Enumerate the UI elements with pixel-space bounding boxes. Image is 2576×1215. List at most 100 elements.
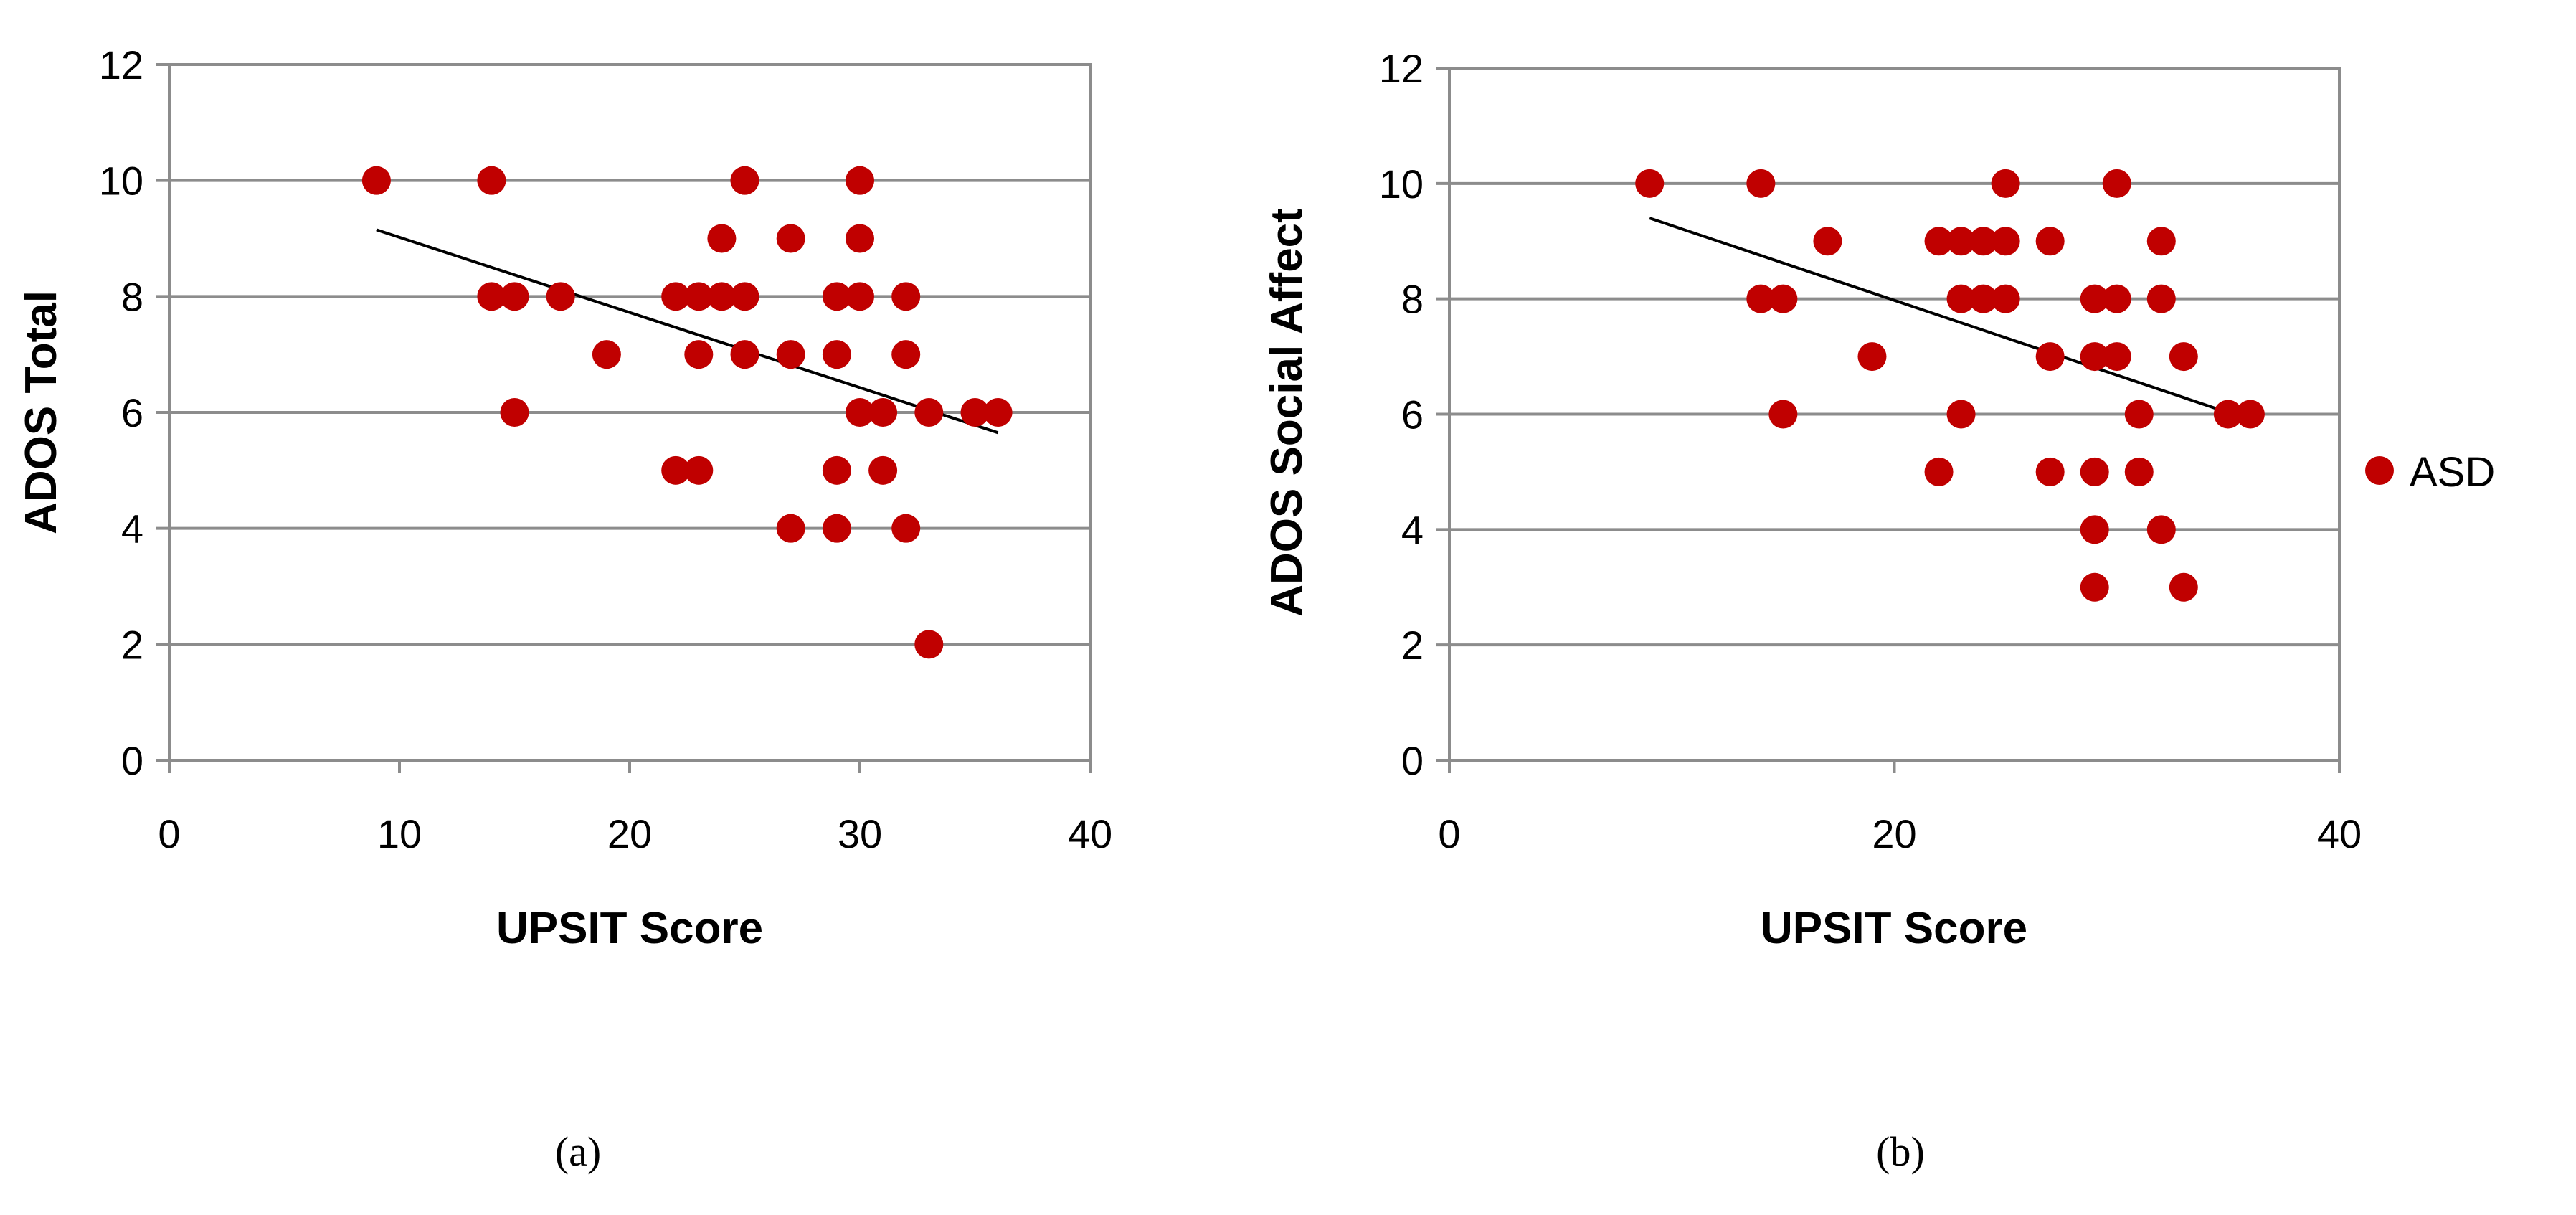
data-point-a-20 (822, 282, 851, 311)
data-point-a-19 (776, 514, 805, 543)
data-point-a-22 (822, 455, 851, 485)
y-ticks-b: 0 2 4 6 8 10 12 (1379, 46, 1449, 783)
data-point-a-6 (592, 340, 621, 369)
legend-label: ASD (2410, 449, 2495, 496)
data-point-a-36 (983, 398, 1013, 427)
legend: ASD (2365, 449, 2495, 496)
data-point-b-11 (1946, 400, 1976, 429)
trendline-group-b (1649, 217, 2251, 422)
caption-b: (b) (1876, 1128, 1925, 1175)
y-tick-label-b-10: 10 (1379, 161, 1424, 207)
data-point-a-16 (730, 340, 759, 369)
data-point-a-29 (868, 455, 898, 485)
data-point-a-11 (684, 455, 714, 485)
data-point-a-32 (891, 514, 921, 543)
data-point-a-3 (500, 282, 529, 311)
x-tick-label-a-20: 20 (607, 811, 652, 856)
data-point-b-23 (2080, 515, 2109, 544)
data-point-b-35 (2213, 400, 2243, 429)
chart-a: 0 10 20 30 40 0 2 4 6 8 10 12 UPSIT Score ADOS Tot… (16, 42, 1112, 1175)
data-point-b-3 (1768, 284, 1798, 313)
chart-b: 0 20 40 0 2 4 6 8 10 12 UPSIT Score ADOS Social … (1262, 46, 2362, 1175)
data-point-a-2 (477, 282, 506, 311)
trendline-b (1649, 217, 2251, 422)
y-tick-label-a-4: 4 (121, 506, 143, 552)
x-tick-label-b-20: 20 (1872, 811, 1916, 856)
data-point-b-21 (2080, 342, 2109, 372)
x-ticks-a: 0 10 20 30 40 (158, 760, 1112, 856)
data-point-b-4 (1768, 400, 1798, 429)
y-tick-label-a-10: 10 (99, 159, 143, 204)
y-tick-label-b-4: 4 (1401, 507, 1424, 552)
data-point-b-8 (1924, 457, 1954, 486)
data-point-a-14 (730, 166, 759, 195)
data-point-b-24 (2080, 572, 2109, 602)
data-point-a-12 (707, 224, 737, 253)
data-point-b-14 (1991, 169, 2020, 198)
data-point-a-4 (500, 398, 529, 427)
data-point-a-24 (846, 166, 874, 195)
data-point-b-10 (1946, 284, 1976, 313)
data-point-b-27 (2102, 342, 2131, 372)
data-point-a-34 (914, 630, 944, 659)
data-point-a-28 (868, 398, 898, 427)
data-point-a-5 (546, 282, 575, 311)
data-point-b-31 (2146, 284, 2176, 313)
data-point-a-25 (846, 224, 874, 253)
data-point-b-32 (2146, 515, 2176, 544)
data-point-a-21 (822, 340, 851, 369)
data-point-b-22 (2080, 457, 2109, 486)
data-point-a-35 (960, 398, 990, 427)
data-point-b-28 (2124, 400, 2154, 429)
y-tick-label-a-2: 2 (121, 622, 143, 667)
y-tick-label-a-0: 0 (121, 738, 143, 783)
trendline-group-a (376, 228, 999, 435)
y-tick-label-b-2: 2 (1401, 623, 1424, 668)
data-point-a-15 (730, 282, 759, 311)
data-point-a-0 (361, 166, 391, 195)
y-tick-label-a-12: 12 (99, 42, 143, 88)
y-tick-label-b-12: 12 (1379, 46, 1424, 91)
data-point-a-1 (477, 166, 506, 195)
legend-marker (2365, 456, 2394, 485)
data-point-b-9 (1946, 227, 1976, 256)
data-point-b-15 (1991, 227, 2020, 256)
data-point-b-17 (2035, 227, 2065, 256)
data-point-b-25 (2102, 169, 2131, 198)
data-point-b-36 (2235, 400, 2265, 429)
data-point-b-19 (2035, 457, 2065, 486)
x-tick-label-b-0: 0 (1438, 811, 1460, 856)
points-group-b (1635, 169, 2265, 602)
y-axis-title-b: ADOS Social Affect (1262, 208, 1312, 617)
data-point-a-13 (707, 282, 737, 311)
y-ticks-a: 0 2 4 6 8 10 12 (99, 42, 169, 783)
data-point-a-31 (891, 340, 921, 369)
data-point-a-9 (684, 282, 714, 311)
x-axis-title-a: UPSIT Score (496, 904, 763, 953)
data-point-b-30 (2146, 227, 2176, 256)
data-point-a-26 (846, 282, 874, 311)
x-ticks-b: 0 20 40 (1438, 760, 2362, 856)
data-point-b-26 (2102, 284, 2131, 313)
y-tick-label-b-6: 6 (1401, 392, 1424, 438)
data-point-b-33 (2169, 342, 2198, 372)
x-tick-label-a-30: 30 (838, 811, 882, 856)
data-point-a-33 (914, 398, 944, 427)
data-point-b-6 (1857, 342, 1887, 372)
data-point-b-34 (2169, 572, 2198, 602)
trendline-a (376, 228, 999, 435)
x-tick-label-b-40: 40 (2317, 811, 2362, 856)
data-point-b-1 (1746, 169, 1776, 198)
data-point-b-13 (1969, 284, 1998, 313)
points-group-a (361, 166, 1013, 659)
y-tick-label-a-6: 6 (121, 390, 143, 435)
data-point-a-23 (822, 514, 851, 543)
data-point-b-5 (1813, 227, 1842, 256)
data-point-b-16 (1991, 284, 2020, 313)
x-tick-label-a-10: 10 (377, 811, 422, 856)
data-point-b-20 (2080, 284, 2109, 313)
data-point-a-30 (891, 282, 921, 311)
data-point-b-12 (1969, 227, 1998, 256)
x-tick-label-a-40: 40 (1068, 811, 1112, 856)
y-tick-label-a-8: 8 (121, 274, 143, 319)
